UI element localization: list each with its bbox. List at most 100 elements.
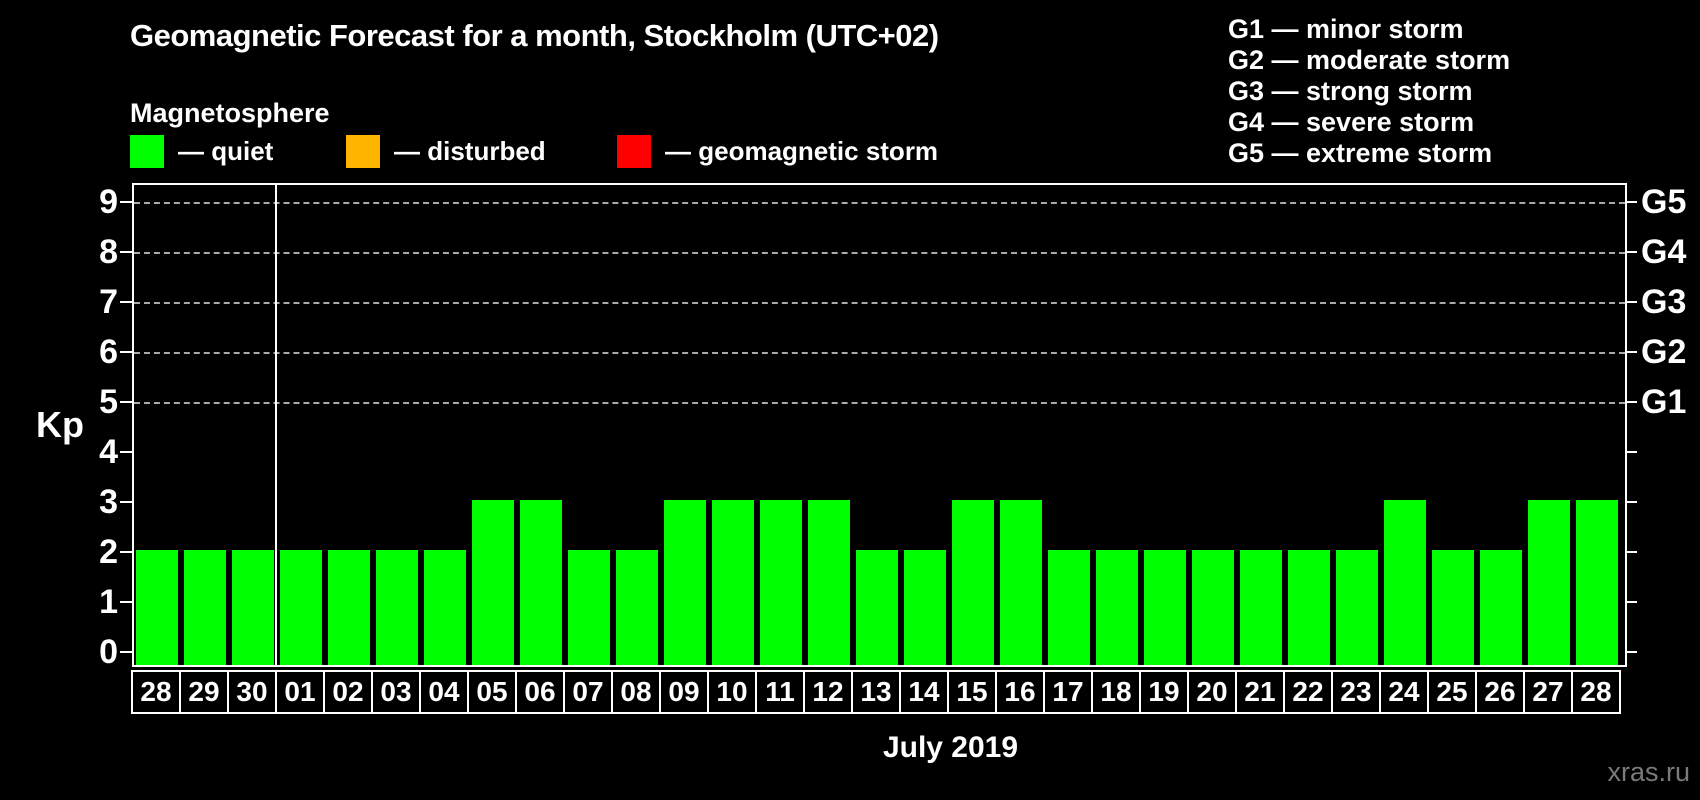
legend-item-quiet: — quiet bbox=[130, 135, 273, 168]
y-axis-tick-left bbox=[120, 601, 132, 603]
y-axis-tick-label: 3 bbox=[99, 483, 118, 521]
date-cell: 11 bbox=[755, 670, 805, 714]
y-axis-tick-right bbox=[1625, 601, 1637, 603]
kp-bar bbox=[664, 500, 706, 665]
kp-bar bbox=[1192, 550, 1234, 665]
legend-item-label: — geomagnetic storm bbox=[665, 136, 939, 166]
disturbed-color-swatch bbox=[346, 135, 380, 168]
date-cell: 15 bbox=[947, 670, 997, 714]
kp-bar bbox=[136, 550, 178, 665]
kp-bar bbox=[1432, 550, 1474, 665]
date-cell: 25 bbox=[1427, 670, 1477, 714]
date-cell: 03 bbox=[371, 670, 421, 714]
y-axis-tick-right bbox=[1625, 501, 1637, 503]
y-axis-tick-left bbox=[120, 401, 132, 403]
g-level-label: G1 bbox=[1641, 383, 1687, 421]
y-axis-tick-left bbox=[120, 201, 132, 203]
legend-item-disturbed: — disturbed bbox=[346, 135, 546, 168]
date-cell: 23 bbox=[1331, 670, 1381, 714]
date-cell: 19 bbox=[1139, 670, 1189, 714]
kp-bar bbox=[760, 500, 802, 665]
y-axis-tick-right bbox=[1625, 651, 1637, 653]
g-level-label: G4 bbox=[1641, 233, 1687, 271]
kp-bar bbox=[472, 500, 514, 665]
g-level-label: G5 bbox=[1641, 183, 1687, 221]
y-axis-tick-right bbox=[1625, 551, 1637, 553]
date-cell: 26 bbox=[1475, 670, 1525, 714]
y-axis-tick-right bbox=[1625, 201, 1637, 203]
y-axis-tick-right bbox=[1625, 301, 1637, 303]
legend-item-label: — quiet bbox=[178, 136, 274, 166]
storm-scale-line: G1 — minor storm bbox=[1228, 14, 1464, 44]
y-axis-tick-right bbox=[1625, 451, 1637, 453]
storm-scale-legend: G1 — minor storm G2 — moderate storm G3 — … bbox=[1228, 14, 1510, 169]
date-cell: 06 bbox=[515, 670, 565, 714]
date-cell: 04 bbox=[419, 670, 469, 714]
storm-scale-line: G2 — moderate storm bbox=[1228, 45, 1511, 75]
y-axis-tick-label: 0 bbox=[99, 633, 118, 671]
y-axis-tick-right bbox=[1625, 401, 1637, 403]
kp-bar bbox=[1144, 550, 1186, 665]
date-cell: 28 bbox=[1571, 670, 1621, 714]
storm-scale-line: G4 — severe storm bbox=[1228, 107, 1475, 137]
x-axis-title: July 2019 bbox=[882, 731, 1019, 764]
kp-bar bbox=[1288, 550, 1330, 665]
date-cell: 22 bbox=[1283, 670, 1333, 714]
kp-bar bbox=[184, 550, 226, 665]
y-axis-tick-label: 1 bbox=[99, 583, 118, 621]
kp-bar bbox=[712, 500, 754, 665]
date-cell: 30 bbox=[227, 670, 277, 714]
date-cell: 24 bbox=[1379, 670, 1429, 714]
plot-area bbox=[132, 183, 1627, 667]
kp-bar bbox=[1576, 500, 1618, 665]
y-axis-tick-label: 5 bbox=[99, 383, 118, 421]
y-axis-tick-label: 9 bbox=[99, 183, 118, 221]
date-cell: 09 bbox=[659, 670, 709, 714]
kp-gridline bbox=[134, 302, 1625, 304]
y-axis-tick-label: 7 bbox=[99, 283, 118, 321]
storm-scale-line: G3 — strong storm bbox=[1228, 76, 1473, 106]
date-cell: 18 bbox=[1091, 670, 1141, 714]
date-cell: 10 bbox=[707, 670, 757, 714]
kp-bar bbox=[1480, 550, 1522, 665]
kp-bar bbox=[376, 550, 418, 665]
date-cell: 20 bbox=[1187, 670, 1237, 714]
date-cell: 16 bbox=[995, 670, 1045, 714]
kp-bar bbox=[904, 550, 946, 665]
date-cell: 27 bbox=[1523, 670, 1573, 714]
kp-bar bbox=[520, 500, 562, 665]
legend-item-label: — disturbed bbox=[394, 136, 546, 166]
date-cell: 12 bbox=[803, 670, 853, 714]
kp-bar bbox=[1096, 550, 1138, 665]
date-cell: 08 bbox=[611, 670, 661, 714]
storm-scale-line: G5 — extreme storm bbox=[1228, 138, 1493, 168]
y-axis-tick-label: 8 bbox=[99, 233, 118, 271]
y-axis-tick-right bbox=[1625, 351, 1637, 353]
kp-gridline bbox=[134, 202, 1625, 204]
kp-bar bbox=[1240, 550, 1282, 665]
month-separator-line bbox=[275, 185, 277, 665]
date-cell: 01 bbox=[275, 670, 325, 714]
kp-bar bbox=[1000, 500, 1042, 665]
y-axis-tick-left bbox=[120, 451, 132, 453]
geomagnetic-storm-color-swatch bbox=[617, 135, 651, 168]
kp-bar bbox=[1336, 550, 1378, 665]
date-cell: 05 bbox=[467, 670, 517, 714]
kp-gridline bbox=[134, 352, 1625, 354]
kp-bar bbox=[568, 550, 610, 665]
kp-bar bbox=[856, 550, 898, 665]
legend-item-geomagnetic-storm: — geomagnetic storm bbox=[617, 135, 938, 168]
y-axis-tick-label: 2 bbox=[99, 533, 118, 571]
y-axis-tick-label: 6 bbox=[99, 333, 118, 371]
y-axis-tick-right bbox=[1625, 251, 1637, 253]
subtitle: Magnetosphere bbox=[130, 98, 330, 128]
kp-bar bbox=[328, 550, 370, 665]
y-axis-tick-label: 4 bbox=[99, 433, 118, 471]
y-axis-tick-left bbox=[120, 501, 132, 503]
quiet-color-swatch bbox=[130, 135, 164, 168]
kp-gridline bbox=[134, 252, 1625, 254]
kp-bar bbox=[616, 550, 658, 665]
watermark: xras.ru bbox=[1607, 757, 1690, 787]
y-axis-tick-left bbox=[120, 351, 132, 353]
